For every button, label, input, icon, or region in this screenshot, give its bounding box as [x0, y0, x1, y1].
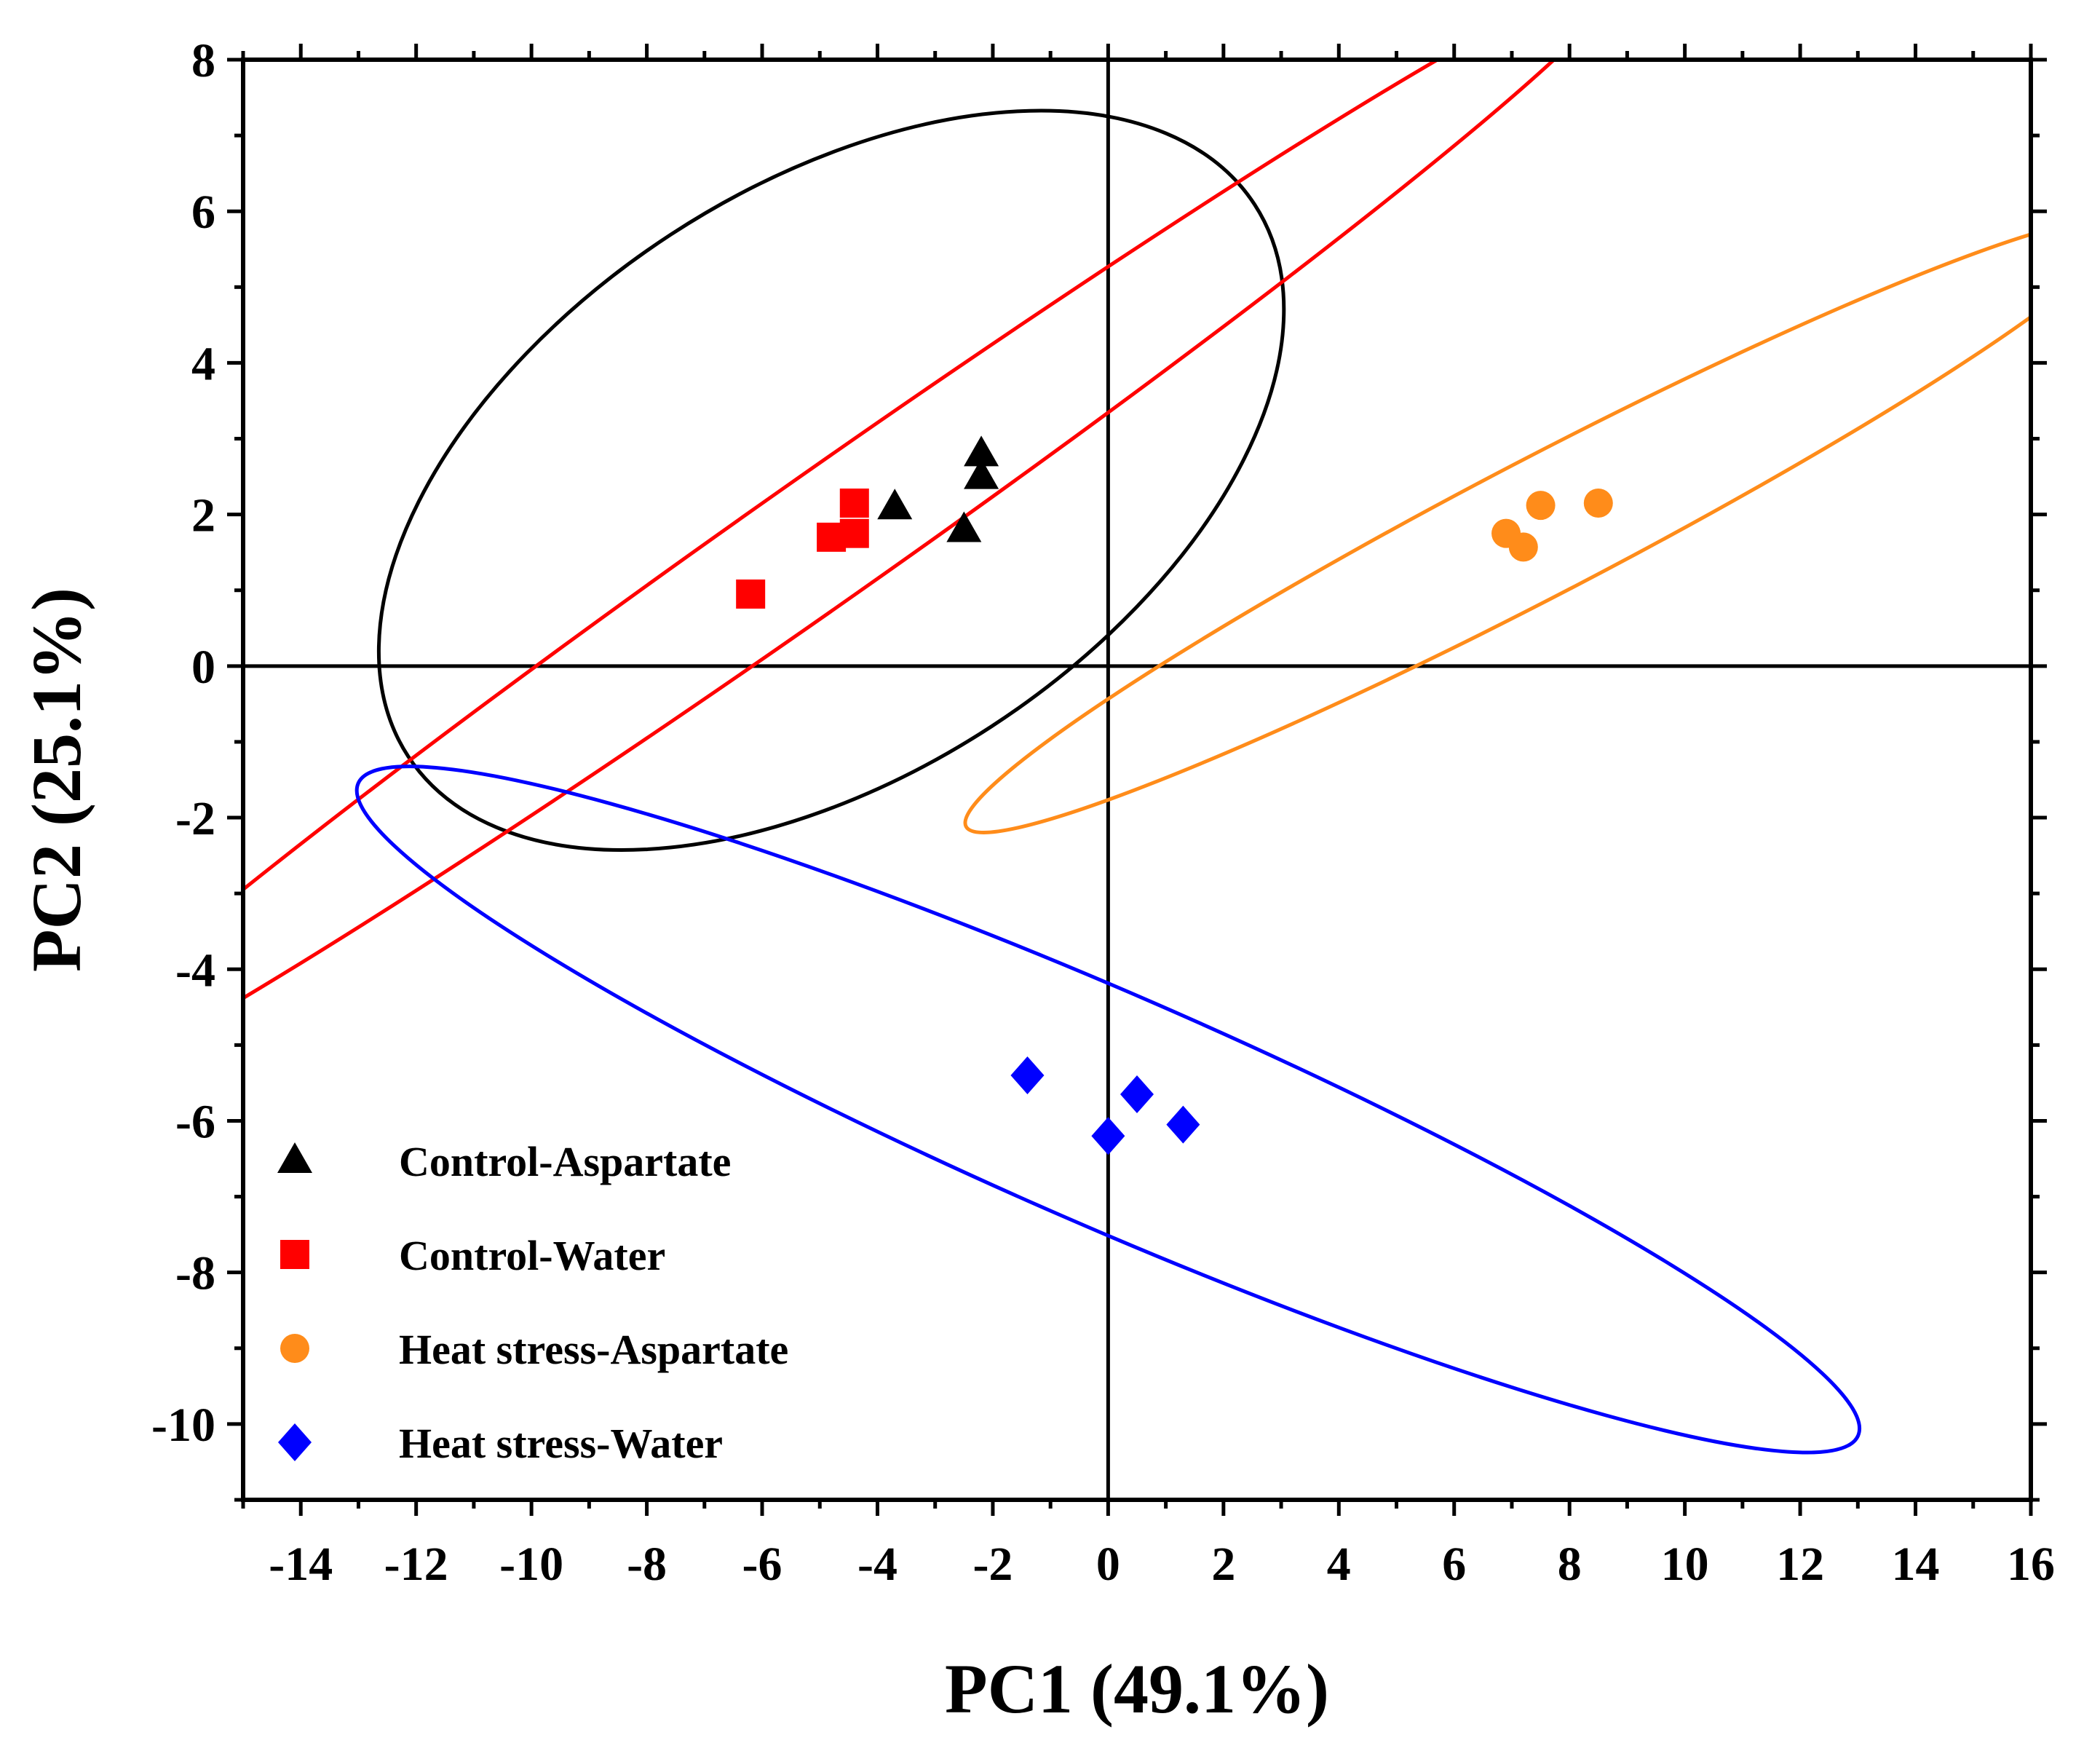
x-tick-label: 16 — [2007, 1538, 2055, 1591]
legend-item-heat-stress-aspartate: Heat stress-Aspartate — [280, 1326, 788, 1373]
heat-stress-water-point — [1166, 1105, 1200, 1144]
heat-stress-water-ellipse — [354, 764, 1862, 1455]
y-axis-title: PC2 (25.1%) — [17, 588, 95, 972]
x-tick-label: -10 — [499, 1538, 563, 1591]
control-water-point — [736, 579, 766, 609]
x-tick-label: -8 — [627, 1538, 667, 1591]
heat-stress-aspartate-point — [1583, 489, 1613, 518]
legend-item-heat-stress-water: Heat stress-Water — [278, 1420, 723, 1467]
x-tick-label: 6 — [1442, 1538, 1466, 1591]
confidence-ellipses — [243, 60, 2031, 1455]
y-tick-label: -2 — [175, 792, 215, 845]
heat-stress-aspartate-point — [1526, 491, 1556, 521]
legend-label-heat-stress-water: Heat stress-Water — [399, 1420, 723, 1467]
y-tick-label: 4 — [191, 337, 215, 390]
axis-ticks — [227, 44, 2047, 1516]
legend-item-control-aspartate: Control-Aspartate — [277, 1138, 731, 1185]
legend-marker-control-water — [280, 1240, 309, 1269]
zero-lines — [243, 60, 2031, 1500]
legend-marker-heat-stress-aspartate — [280, 1334, 309, 1363]
y-tick-label: -10 — [151, 1399, 215, 1452]
heat-stress-water-point — [1120, 1075, 1154, 1114]
x-tick-label: -2 — [972, 1538, 1013, 1591]
x-tick-label: 4 — [1327, 1538, 1351, 1591]
heat-stress-aspartate-point — [1508, 532, 1538, 562]
x-tick-label: -6 — [742, 1538, 782, 1591]
x-tick-label: 0 — [1096, 1538, 1120, 1591]
x-tick-label: 2 — [1211, 1538, 1235, 1591]
control-water-point — [839, 489, 869, 518]
y-tick-label: -4 — [175, 944, 215, 997]
y-tick-label: -8 — [175, 1247, 215, 1300]
control-water-point — [839, 518, 869, 548]
heat-stress-water-point — [1091, 1117, 1125, 1155]
control-aspartate-point — [877, 489, 913, 520]
x-tick-label: -14 — [269, 1538, 333, 1591]
y-tick-label: 2 — [191, 489, 215, 542]
tick-labels: -14 -12 -10 -8 -6 -4 -2 0 2 4 6 8 10 12 14 16 8 6 4 2 0 -2 -4 -… — [151, 34, 2055, 1591]
heat-stress-aspartate-ellipse — [963, 217, 2031, 835]
y-tick-label: -6 — [175, 1095, 215, 1148]
control-aspartate-point — [946, 511, 982, 542]
x-tick-label: 12 — [1776, 1538, 1824, 1591]
x-tick-label: 10 — [1661, 1538, 1709, 1591]
control-aspartate-point — [964, 435, 999, 467]
y-tick-label: 8 — [191, 34, 215, 87]
x-tick-label: -4 — [857, 1538, 898, 1591]
plot-frame — [241, 58, 2033, 1502]
y-tick-label: 0 — [191, 641, 215, 694]
heat-stress-water-point — [1010, 1056, 1045, 1095]
legend-marker-heat-stress-water — [278, 1423, 312, 1461]
x-tick-label: 14 — [1892, 1538, 1940, 1591]
legend-marker-control-aspartate — [277, 1142, 312, 1173]
y-tick-label: 6 — [191, 186, 215, 239]
legend-label-control-aspartate: Control-Aspartate — [399, 1138, 731, 1185]
control-aspartate-point — [964, 458, 999, 489]
data-points — [736, 435, 1613, 1155]
x-axis-title: PC1 (49.1%) — [945, 1650, 1329, 1728]
x-tick-label: -12 — [384, 1538, 448, 1591]
legend-label-control-water: Control-Water — [399, 1232, 665, 1279]
legend-item-control-water: Control-Water — [280, 1232, 665, 1279]
control-water-ellipse — [243, 60, 1624, 1109]
legend-label-heat-stress-aspartate: Heat stress-Aspartate — [399, 1326, 788, 1373]
x-tick-label: 8 — [1558, 1538, 1582, 1591]
control-aspartate-ellipse — [376, 108, 1286, 852]
legend: Control-Aspartate Control-Water Heat stres… — [277, 1138, 788, 1467]
